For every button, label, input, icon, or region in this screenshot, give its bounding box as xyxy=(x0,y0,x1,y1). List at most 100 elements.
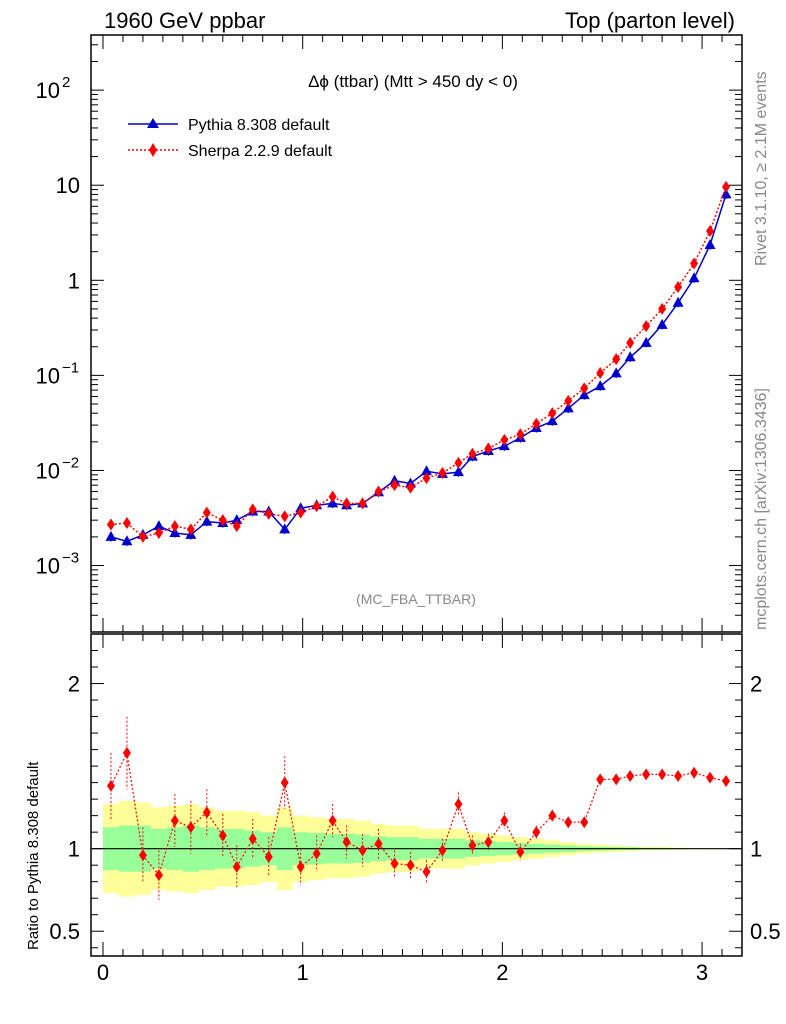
point-sherpa xyxy=(674,281,683,294)
point-pythia xyxy=(452,466,464,477)
ratio-point-sherpa xyxy=(706,771,715,784)
point-pythia xyxy=(420,465,432,476)
point-sherpa xyxy=(106,518,115,531)
legend-label-pythia: Pythia 8.308 default xyxy=(188,117,330,134)
point-sherpa xyxy=(154,526,163,539)
legend: Pythia 8.308 default Sherpa 2.2.9 defaul… xyxy=(128,117,333,160)
point-sherpa xyxy=(580,382,589,395)
y-tick-label-base: 10 xyxy=(36,78,60,103)
point-sherpa xyxy=(658,302,667,315)
ratio-y-axis-title: Ratio to Pythia 8.308 default xyxy=(25,761,42,950)
point-sherpa xyxy=(626,336,635,349)
point-pythia xyxy=(121,535,133,546)
x-tick-label: 1 xyxy=(297,960,309,985)
y-tick-label: 10 −1 xyxy=(36,359,80,388)
point-sherpa xyxy=(422,472,431,485)
header-right: Top (parton level) xyxy=(565,8,735,33)
ratio-point-sherpa xyxy=(390,857,399,870)
ratio-point-sherpa xyxy=(626,770,635,783)
ratio-y-tick-label-right: 2 xyxy=(750,672,762,697)
ratio-point-sherpa xyxy=(122,746,131,759)
point-sherpa xyxy=(612,353,621,366)
x-tick-label: 0 xyxy=(97,960,109,985)
legend-label-sherpa: Sherpa 2.2.9 default xyxy=(188,143,333,160)
ratio-plot-data xyxy=(91,716,742,900)
y-tick-label-base: 10 xyxy=(36,554,60,579)
ratio-point-sherpa xyxy=(202,806,211,819)
ratio-point-sherpa xyxy=(186,821,195,834)
point-sherpa xyxy=(186,523,195,536)
point-pythia xyxy=(594,380,606,391)
point-sherpa xyxy=(264,507,273,520)
ratio-point-sherpa xyxy=(374,837,383,850)
point-pythia xyxy=(231,514,243,525)
ratio-point-sherpa xyxy=(548,809,557,822)
point-sherpa xyxy=(218,514,227,527)
ratio-point-sherpa xyxy=(154,869,163,882)
point-sherpa xyxy=(280,510,289,523)
x-tick-label: 2 xyxy=(496,960,508,985)
point-pythia xyxy=(546,415,558,426)
ratio-point-sherpa xyxy=(358,844,367,857)
point-sherpa xyxy=(564,394,573,407)
y-tick-label-base: 10 xyxy=(56,173,80,198)
y-tick-label: 10 2 xyxy=(36,74,71,103)
ratio-point-sherpa xyxy=(532,826,541,839)
point-sherpa xyxy=(690,257,699,270)
ratio-point-sherpa xyxy=(218,829,227,842)
point-sherpa xyxy=(706,224,715,237)
ratio-point-sherpa xyxy=(454,798,463,811)
ratio-point-sherpa xyxy=(312,847,321,860)
y-tick-label: 10 xyxy=(56,173,80,198)
legend-marker-pythia xyxy=(147,118,159,128)
ratio-point-sherpa xyxy=(438,844,447,857)
point-sherpa xyxy=(406,481,415,494)
ratio-y-tick-label-left: 1 xyxy=(68,837,80,862)
legend-marker-sherpa xyxy=(149,143,157,157)
ratio-point-sherpa xyxy=(674,770,683,783)
ratio-point-sherpa xyxy=(564,816,573,829)
point-sherpa xyxy=(342,497,351,510)
point-pythia xyxy=(153,520,165,531)
legend-entry-pythia: Pythia 8.308 default xyxy=(128,117,330,134)
point-sherpa xyxy=(248,503,257,516)
point-sherpa xyxy=(500,433,509,446)
ratio-point-sherpa xyxy=(500,814,509,827)
ratio-y-tick-label-left: 2 xyxy=(68,672,80,697)
point-sherpa xyxy=(642,320,651,333)
point-pythia xyxy=(105,530,117,541)
ratio-point-sherpa xyxy=(342,836,351,849)
ratio-point-sherpa xyxy=(690,766,699,779)
ratio-point-sherpa xyxy=(264,850,273,863)
point-pythia xyxy=(279,523,291,534)
ratio-y-tick-label-right: 0.5 xyxy=(750,919,781,944)
analysis-tag: (MC_FBA_TTBAR) xyxy=(356,591,476,607)
point-sherpa xyxy=(296,506,305,519)
ratio-point-sherpa xyxy=(138,849,147,862)
point-sherpa xyxy=(328,490,337,503)
y-tick-label: 10 −2 xyxy=(36,454,80,483)
ratio-point-sherpa xyxy=(232,860,241,873)
point-sherpa xyxy=(122,517,131,530)
ratio-point-sherpa xyxy=(296,860,305,873)
point-sherpa xyxy=(722,180,731,193)
point-sherpa xyxy=(138,530,147,543)
y-tick-label-base: 10 xyxy=(36,458,60,483)
y-tick-label-base: 10 xyxy=(36,363,60,388)
point-pythia xyxy=(672,296,684,307)
y-tick-label-exponent: −3 xyxy=(62,550,79,567)
point-sherpa xyxy=(390,479,399,492)
point-sherpa xyxy=(516,428,525,441)
y-tick-label: 10 −3 xyxy=(36,550,80,579)
plot-title: Δϕ (ttbar) (Mtt > 450 dy < 0) xyxy=(308,72,518,91)
point-pythia xyxy=(704,239,716,250)
y-tick-label-base: 1 xyxy=(68,268,80,293)
y-tick-label: 1 xyxy=(68,268,80,293)
y-tick-label-exponent: −2 xyxy=(62,454,79,471)
point-sherpa xyxy=(596,366,605,379)
point-pythia xyxy=(688,272,700,283)
point-sherpa xyxy=(232,520,241,533)
point-sherpa xyxy=(438,467,447,480)
